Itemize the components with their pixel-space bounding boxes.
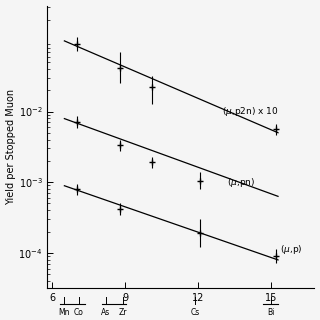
Text: Cs: Cs [191,308,200,317]
Text: ($\mu$,p): ($\mu$,p) [280,243,303,256]
Text: Zr: Zr [118,308,127,317]
Text: As: As [101,308,110,317]
Text: ($\mu$,p2n) x 10: ($\mu$,p2n) x 10 [222,105,279,118]
Y-axis label: Yield per Stopped Muon: Yield per Stopped Muon [5,89,16,205]
Text: Bi: Bi [267,308,275,317]
Text: Mn: Mn [59,308,70,317]
Text: Co: Co [74,308,84,317]
Text: ($\mu$,pn): ($\mu$,pn) [227,176,255,189]
